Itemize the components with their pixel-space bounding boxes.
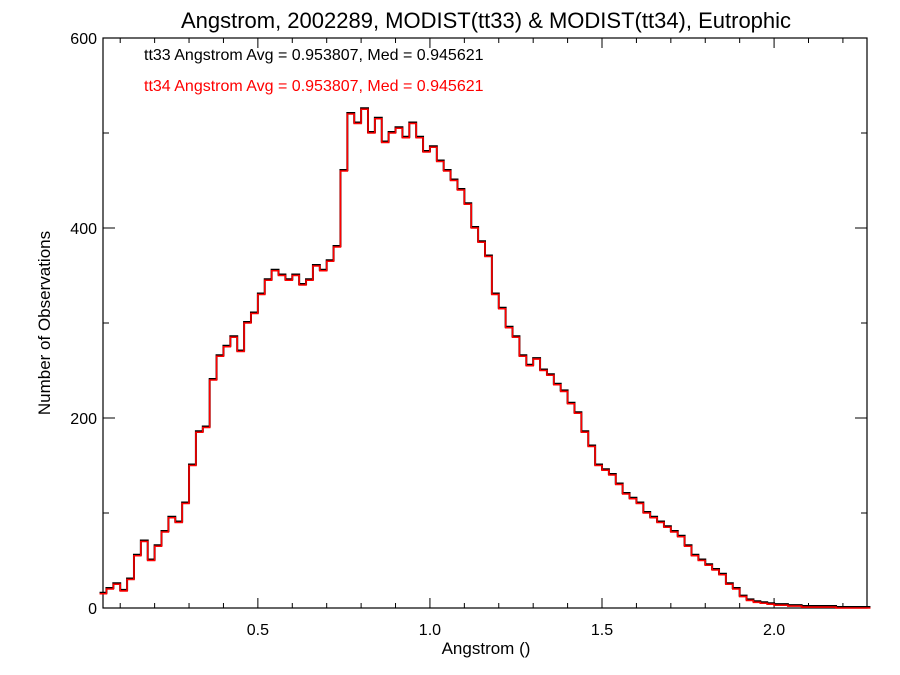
- y-tick-label: 600: [70, 31, 97, 48]
- plot-frame: [102, 37, 868, 609]
- x-tick-label: 1.5: [591, 622, 613, 639]
- x-tick-label: 0.5: [247, 622, 269, 639]
- axis-tick-labels: 0.5 1.0 1.5 2.0 0 200 400 600: [70, 31, 785, 639]
- x-axis-label: Angstrom (): [442, 639, 531, 658]
- chart-title: Angstrom, 2002289, MODIST(tt33) & MODIST…: [181, 8, 791, 33]
- axis-ticks: [103, 37, 867, 609]
- x-tick-label: 2.0: [763, 622, 785, 639]
- series-layer: [99, 107, 871, 609]
- y-tick-label: 200: [70, 411, 97, 428]
- series-tt34-line: [99, 108, 871, 609]
- tt33-stats-annotation: tt33 Angstrom Avg = 0.953807, Med = 0.94…: [144, 47, 484, 64]
- series-tt33-line: [99, 107, 871, 608]
- y-tick-label: 400: [70, 221, 97, 238]
- x-tick-label: 1.0: [419, 622, 441, 639]
- y-tick-label: 0: [88, 601, 97, 618]
- tt34-stats-annotation: tt34 Angstrom Avg = 0.953807, Med = 0.94…: [144, 78, 484, 95]
- y-axis-label: Number of Observations: [35, 231, 54, 415]
